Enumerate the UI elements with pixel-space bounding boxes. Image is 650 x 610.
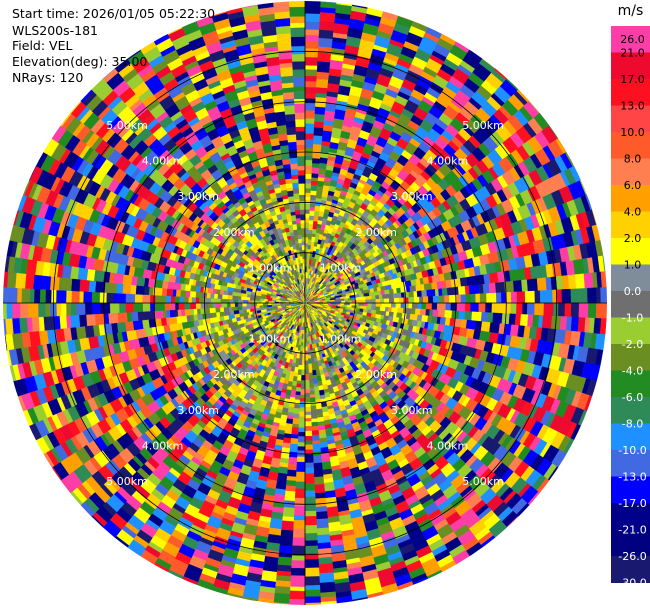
radar-ppi-figure: 1.00km 1.00km 1.00km 1.00km 2.00km 2.00km 2.00… xyxy=(3,1,650,605)
